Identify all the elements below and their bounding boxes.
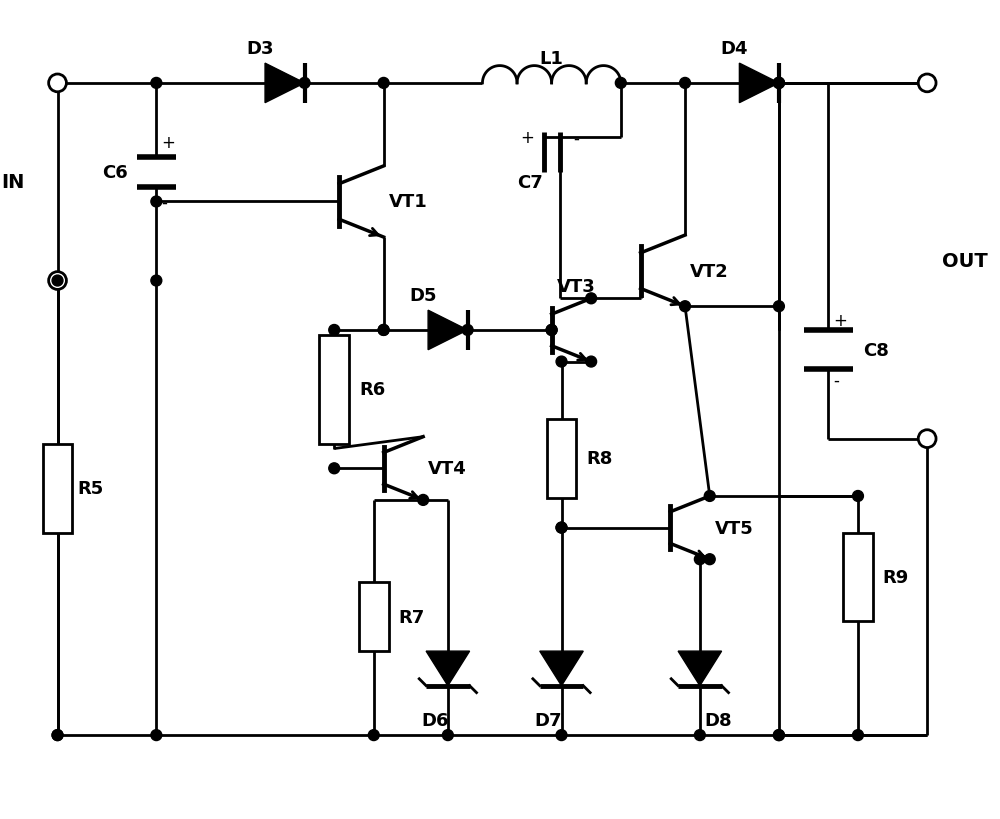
Circle shape xyxy=(556,523,567,533)
Circle shape xyxy=(853,491,863,502)
Circle shape xyxy=(556,523,567,533)
Text: C6: C6 xyxy=(102,164,128,182)
Circle shape xyxy=(615,79,626,89)
Polygon shape xyxy=(678,651,722,686)
Text: VT5: VT5 xyxy=(715,519,753,537)
Text: -: - xyxy=(573,129,579,147)
Text: +: + xyxy=(161,134,175,152)
Text: D8: D8 xyxy=(705,712,732,730)
Text: VT3: VT3 xyxy=(557,278,595,296)
Text: +: + xyxy=(520,129,534,147)
Circle shape xyxy=(151,79,162,89)
Circle shape xyxy=(151,730,162,740)
Text: R5: R5 xyxy=(77,479,104,497)
Circle shape xyxy=(52,730,63,740)
Circle shape xyxy=(378,325,389,336)
Circle shape xyxy=(52,730,63,740)
Text: -: - xyxy=(833,371,839,389)
Circle shape xyxy=(680,79,690,89)
Circle shape xyxy=(299,79,310,89)
Text: IN: IN xyxy=(1,173,25,192)
Circle shape xyxy=(546,325,557,336)
Polygon shape xyxy=(265,64,305,103)
Circle shape xyxy=(556,357,567,368)
Text: R6: R6 xyxy=(359,381,385,399)
Text: C8: C8 xyxy=(863,342,889,360)
Circle shape xyxy=(151,197,162,208)
Circle shape xyxy=(151,276,162,287)
Polygon shape xyxy=(540,651,583,686)
Text: VT1: VT1 xyxy=(389,193,427,211)
Circle shape xyxy=(704,554,715,565)
Text: D3: D3 xyxy=(246,40,274,58)
Text: D6: D6 xyxy=(421,712,449,730)
Circle shape xyxy=(49,75,66,93)
Circle shape xyxy=(773,301,784,312)
Polygon shape xyxy=(739,64,779,103)
FancyBboxPatch shape xyxy=(843,533,873,622)
FancyBboxPatch shape xyxy=(359,582,389,651)
Text: OUT: OUT xyxy=(942,252,988,271)
Polygon shape xyxy=(426,651,470,686)
Circle shape xyxy=(773,79,784,89)
Circle shape xyxy=(680,301,690,312)
Text: L1: L1 xyxy=(540,50,564,68)
Circle shape xyxy=(52,276,63,287)
Text: C7: C7 xyxy=(517,174,543,192)
Text: D5: D5 xyxy=(409,287,437,305)
Circle shape xyxy=(546,325,557,336)
Circle shape xyxy=(442,730,453,740)
Circle shape xyxy=(586,293,597,305)
Text: R9: R9 xyxy=(883,568,909,586)
Circle shape xyxy=(918,430,936,448)
Circle shape xyxy=(773,730,784,740)
Circle shape xyxy=(329,325,340,336)
Circle shape xyxy=(694,554,705,565)
Polygon shape xyxy=(428,310,468,351)
FancyBboxPatch shape xyxy=(43,444,72,533)
Circle shape xyxy=(378,79,389,89)
Text: VT2: VT2 xyxy=(690,262,729,280)
Circle shape xyxy=(773,730,784,740)
Circle shape xyxy=(556,730,567,740)
FancyBboxPatch shape xyxy=(319,336,349,444)
Circle shape xyxy=(773,79,784,89)
Circle shape xyxy=(853,730,863,740)
Text: +: + xyxy=(833,312,847,330)
Circle shape xyxy=(329,464,340,474)
FancyBboxPatch shape xyxy=(547,419,576,498)
Circle shape xyxy=(49,272,66,290)
Text: D4: D4 xyxy=(721,40,748,58)
Circle shape xyxy=(694,730,705,740)
Circle shape xyxy=(704,491,715,502)
Text: R8: R8 xyxy=(586,450,613,468)
Circle shape xyxy=(462,325,473,336)
Text: D7: D7 xyxy=(535,712,562,730)
Circle shape xyxy=(368,730,379,740)
Circle shape xyxy=(773,79,784,89)
Text: -: - xyxy=(161,193,167,211)
Text: R7: R7 xyxy=(398,608,425,626)
Circle shape xyxy=(378,325,389,336)
Text: VT4: VT4 xyxy=(428,459,467,477)
Circle shape xyxy=(918,75,936,93)
Circle shape xyxy=(418,495,429,506)
Circle shape xyxy=(586,357,597,368)
